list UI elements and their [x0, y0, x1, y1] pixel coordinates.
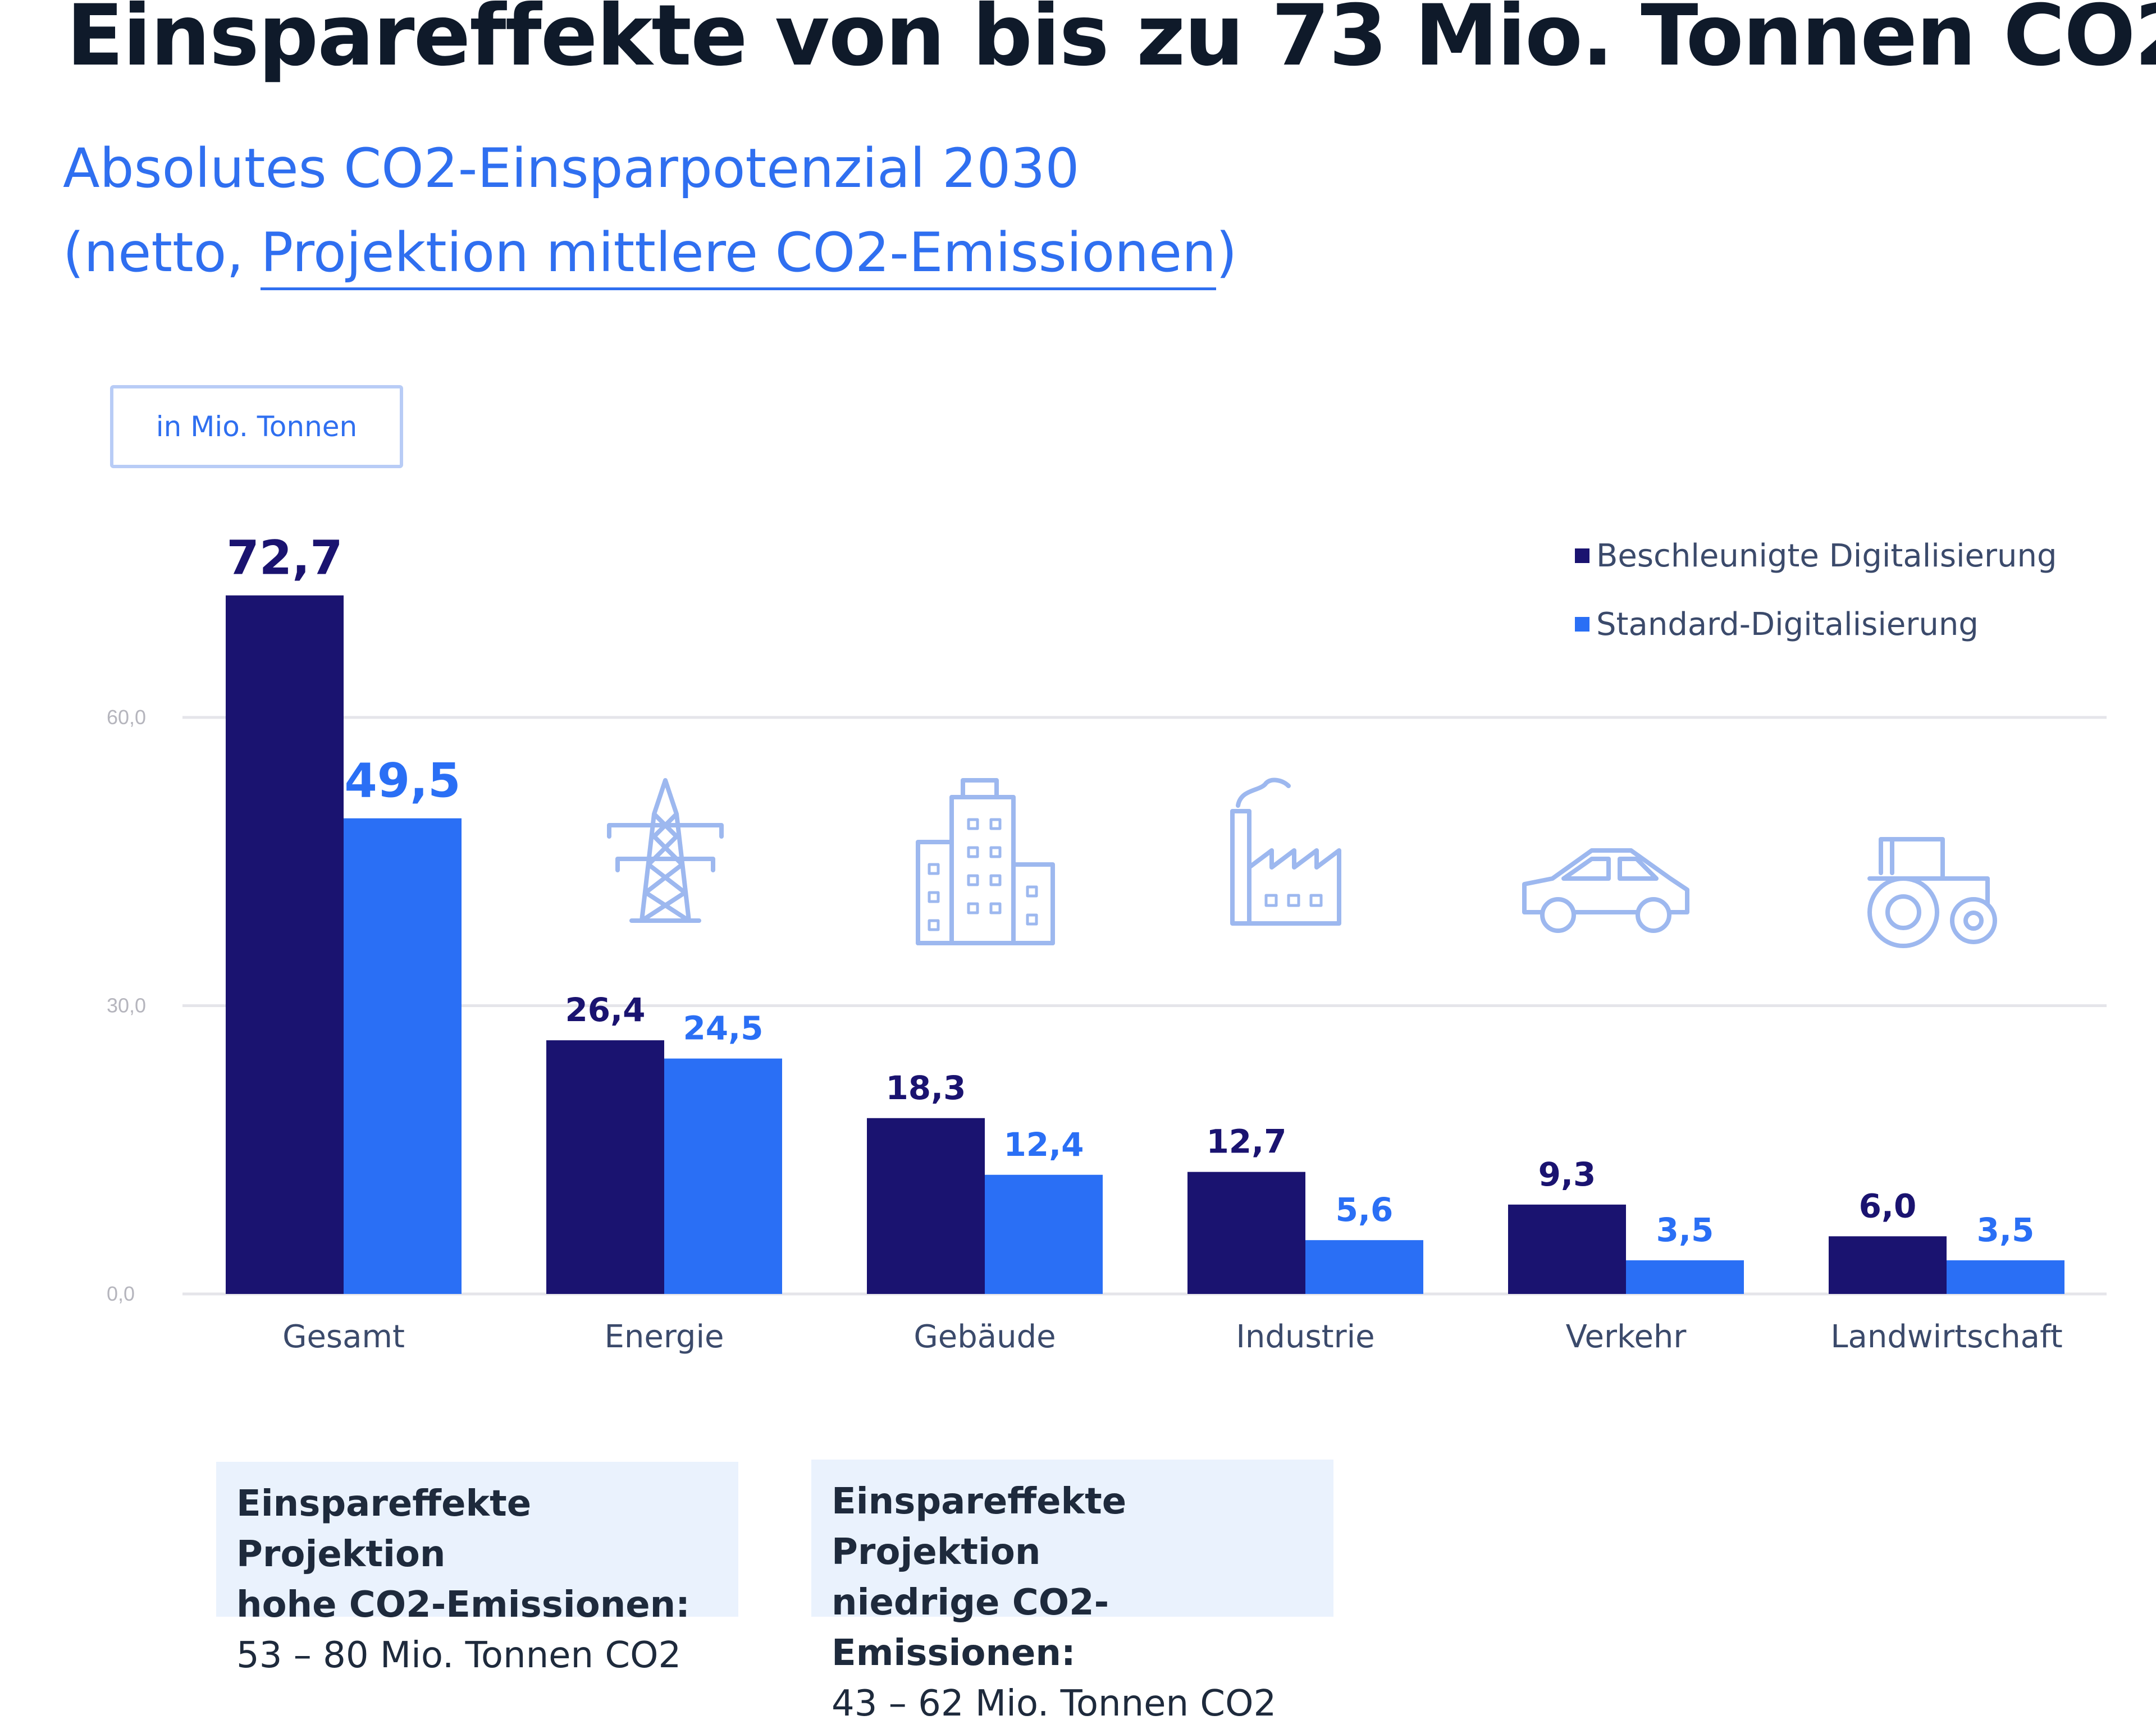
subtitle-suffix: )	[1216, 221, 1237, 284]
legend: Beschleunigte Digitalisierung Standard-D…	[1575, 532, 2057, 669]
tractor-icon	[1867, 837, 1997, 948]
chart-subtitle: Absolutes CO2-Einsparpotenzial 2030 (net…	[63, 126, 1237, 295]
data-label: 18,3	[885, 1069, 966, 1107]
note-low-line-1: Einspareffekte Projektion	[832, 1481, 1127, 1573]
bar-standard	[1305, 1240, 1423, 1294]
y-tick-label: 60,0	[107, 706, 146, 729]
bar-accelerated	[546, 1040, 664, 1294]
data-label: 6,0	[1859, 1187, 1917, 1225]
bar-standard	[985, 1174, 1103, 1294]
y-tick-label: 0,0	[107, 1282, 135, 1305]
data-label: 24,5	[683, 1009, 763, 1048]
bar-standard	[1626, 1260, 1744, 1294]
x-tick-label: Verkehr	[1566, 1319, 1687, 1355]
legend-item-standard: Standard-Digitalisierung	[1575, 601, 2057, 648]
bar-standard	[344, 818, 462, 1294]
data-label: 5,6	[1336, 1191, 1394, 1229]
note-low-range: 43 – 62 Mio. Tonnen CO2	[832, 1683, 1277, 1725]
projection-link[interactable]: Projektion mittlere CO2-Emissionen	[261, 221, 1216, 290]
data-label: 3,5	[1977, 1211, 2035, 1249]
bar-accelerated	[1187, 1172, 1305, 1294]
note-high-emissions: Einspareffekte Projektion hohe CO2-Emiss…	[216, 1462, 738, 1676]
note-low-line-2: niedrige CO2-Emissionen:	[832, 1582, 1109, 1674]
data-label: 12,7	[1206, 1123, 1286, 1161]
x-tick-label: Gebäude	[913, 1319, 1056, 1355]
unit-label: in Mio. Tonnen	[110, 385, 403, 468]
bar-accelerated	[1829, 1236, 1947, 1294]
car-icon	[1522, 848, 1689, 933]
bar-chart: 0,0 30,0 60,0 72,7 49,5 Gesamt 26,4 24,5 Energie…	[107, 530, 2107, 1355]
subtitle-prefix: (netto,	[63, 221, 261, 284]
subtitle-line-1: Absolutes CO2-Einsparpotenzial 2030	[63, 137, 1080, 200]
data-label: 9,3	[1538, 1155, 1596, 1193]
note-high-line-1: Einspareffekte Projektion	[236, 1483, 532, 1575]
x-tick-label: Industrie	[1236, 1319, 1374, 1355]
legend-label-standard: Standard-Digitalisierung	[1596, 606, 1979, 643]
factory-icon	[1230, 777, 1341, 926]
bar-standard	[664, 1058, 782, 1294]
note-high-range: 53 – 80 Mio. Tonnen CO2	[236, 1635, 682, 1676]
legend-swatch-accelerated	[1575, 548, 1589, 563]
note-low-emissions: Einspareffekte Projektion niedrige CO2-E…	[811, 1460, 1333, 1725]
bar-accelerated	[867, 1118, 985, 1294]
power-pylon-icon	[607, 778, 724, 923]
data-label: 3,5	[1656, 1211, 1714, 1249]
bar-accelerated	[226, 595, 344, 1294]
x-tick-label: Landwirtschaft	[1830, 1319, 2062, 1355]
data-label: 12,4	[1003, 1126, 1084, 1164]
note-high-line-2: hohe CO2-Emissionen:	[236, 1584, 690, 1626]
building-icon	[916, 778, 1055, 945]
chart-title: Einspareffekte von bis zu 73 Mio. Tonnen…	[66, 0, 2156, 85]
legend-swatch-standard	[1575, 617, 1589, 632]
bar-standard	[1947, 1260, 2064, 1294]
subtitle-line-2: (netto, Projektion mittlere CO2-Emission…	[63, 211, 1237, 295]
legend-item-accelerated: Beschleunigte Digitalisierung	[1575, 532, 2057, 579]
bar-accelerated	[1508, 1204, 1626, 1294]
data-label: 49,5	[344, 753, 460, 808]
x-tick-label: Gesamt	[282, 1319, 405, 1355]
x-tick-label: Energie	[605, 1319, 724, 1355]
y-tick-label: 30,0	[107, 994, 146, 1017]
legend-label-accelerated: Beschleunigte Digitalisierung	[1596, 537, 2057, 574]
data-label: 26,4	[565, 991, 645, 1029]
data-label: 72,7	[226, 530, 342, 586]
